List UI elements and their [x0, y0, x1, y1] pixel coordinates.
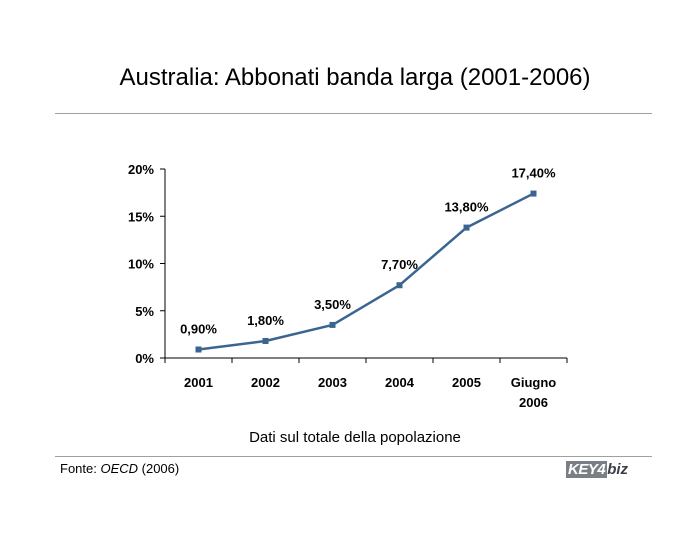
data-point — [262, 337, 269, 344]
x-tick-label: 2004 — [385, 375, 415, 390]
source-year: (2006) — [138, 461, 180, 476]
source-note: Fonte: OECD (2006) — [60, 461, 179, 476]
data-label: 1,80% — [247, 313, 284, 328]
x-tick-label: Giugno 2006 — [511, 375, 557, 410]
data-point — [396, 282, 403, 289]
chart-subtitle: Dati sul totale della popolazione — [249, 429, 461, 446]
data-point — [530, 190, 537, 197]
y-tick-label: 10% — [128, 257, 154, 272]
y-tick-label: 5% — [135, 304, 154, 319]
y-tick-label: 15% — [128, 209, 154, 224]
data-point — [329, 321, 336, 328]
y-axis-ticks: 0% 5% 10% 15% 20% — [128, 162, 165, 366]
data-point — [463, 224, 470, 231]
logo-biz-text: biz — [607, 461, 629, 478]
chart-title: Australia: Abbonati banda larga (2001-20… — [119, 64, 591, 91]
series-polyline — [198, 192, 535, 351]
y-tick-label: 0% — [135, 351, 154, 366]
data-labels: 0,90% 1,80% 3,50% 7,70% 13,80% 17,40% — [180, 166, 556, 337]
source-prefix: Fonte: — [60, 461, 101, 476]
data-label: 17,40% — [511, 166, 556, 181]
x-tick-label: 2003 — [318, 375, 347, 390]
data-label: 7,70% — [381, 257, 418, 272]
y-tick-label: 20% — [128, 162, 154, 177]
x-tick-label: 2005 — [452, 375, 481, 390]
x-tick-label: 2002 — [251, 375, 280, 390]
data-label: 0,90% — [180, 321, 217, 336]
x-tick-label: 2001 — [184, 375, 213, 390]
top-divider — [55, 113, 652, 114]
series-line — [195, 190, 537, 353]
data-point — [195, 346, 202, 353]
chart-axes — [164, 169, 567, 359]
logo-key-text: KEY4 — [566, 461, 608, 478]
bottom-divider — [55, 456, 652, 457]
key4biz-logo: KEY4 biz — [566, 460, 636, 480]
x-axis-ticks: 2001 2002 2003 2004 2005 Giugno 2006 — [164, 358, 568, 410]
source-name: OECD — [100, 461, 139, 476]
data-label: 13,80% — [444, 200, 489, 215]
data-label: 3,50% — [314, 297, 351, 312]
